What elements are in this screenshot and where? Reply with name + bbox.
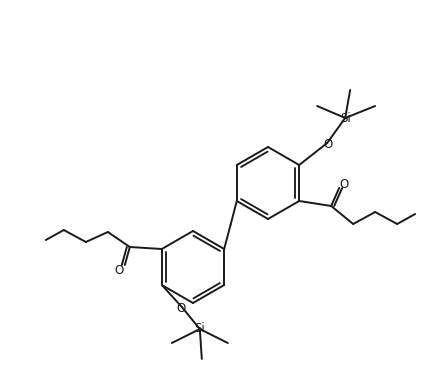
Text: O: O <box>176 301 185 315</box>
Text: O: O <box>114 264 124 276</box>
Text: O: O <box>324 137 333 151</box>
Text: O: O <box>340 178 349 191</box>
Text: Si: Si <box>195 322 205 335</box>
Text: Si: Si <box>340 112 351 125</box>
